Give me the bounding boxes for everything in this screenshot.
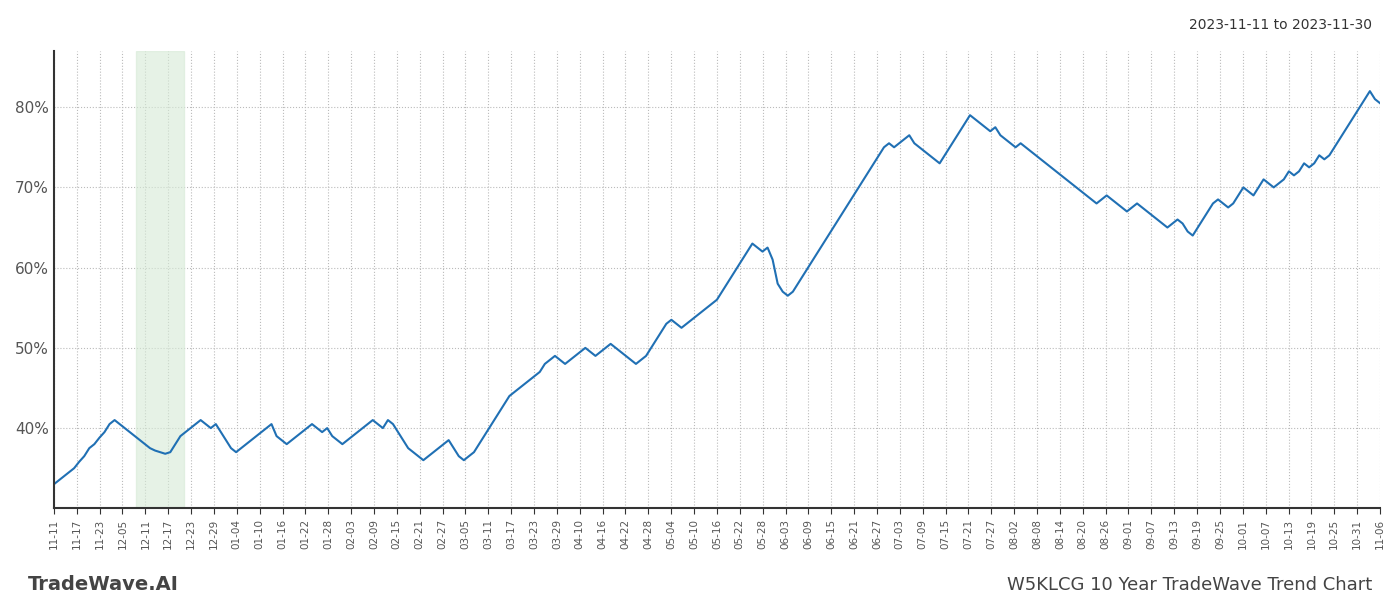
Text: TradeWave.AI: TradeWave.AI — [28, 575, 179, 594]
Text: 2023-11-11 to 2023-11-30: 2023-11-11 to 2023-11-30 — [1189, 18, 1372, 32]
Text: W5KLCG 10 Year TradeWave Trend Chart: W5KLCG 10 Year TradeWave Trend Chart — [1007, 576, 1372, 594]
Bar — [136, 51, 185, 508]
